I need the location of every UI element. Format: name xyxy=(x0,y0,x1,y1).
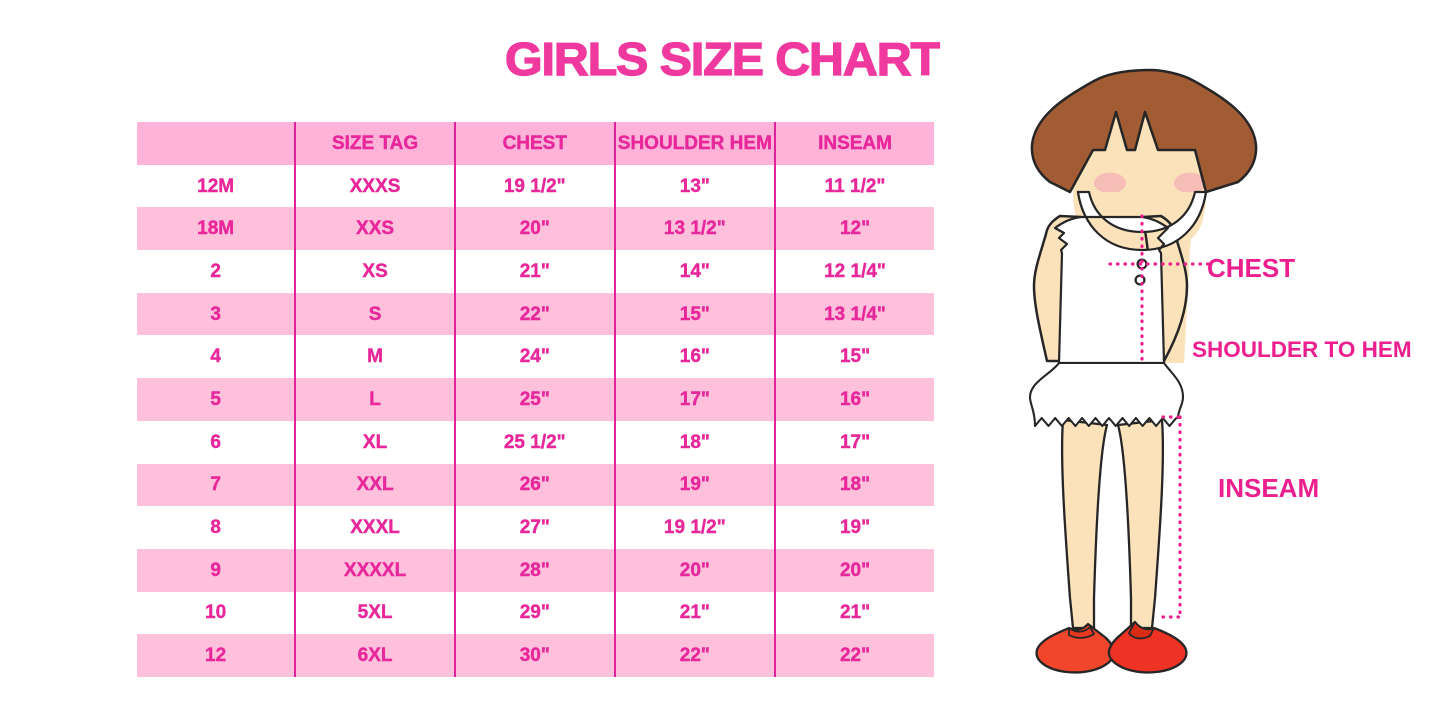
svg-text:INSEAM: INSEAM xyxy=(1218,473,1319,503)
svg-text:SHOULDER TO HEM: SHOULDER TO HEM xyxy=(1192,337,1412,362)
svg-text:CHEST: CHEST xyxy=(1207,253,1295,283)
